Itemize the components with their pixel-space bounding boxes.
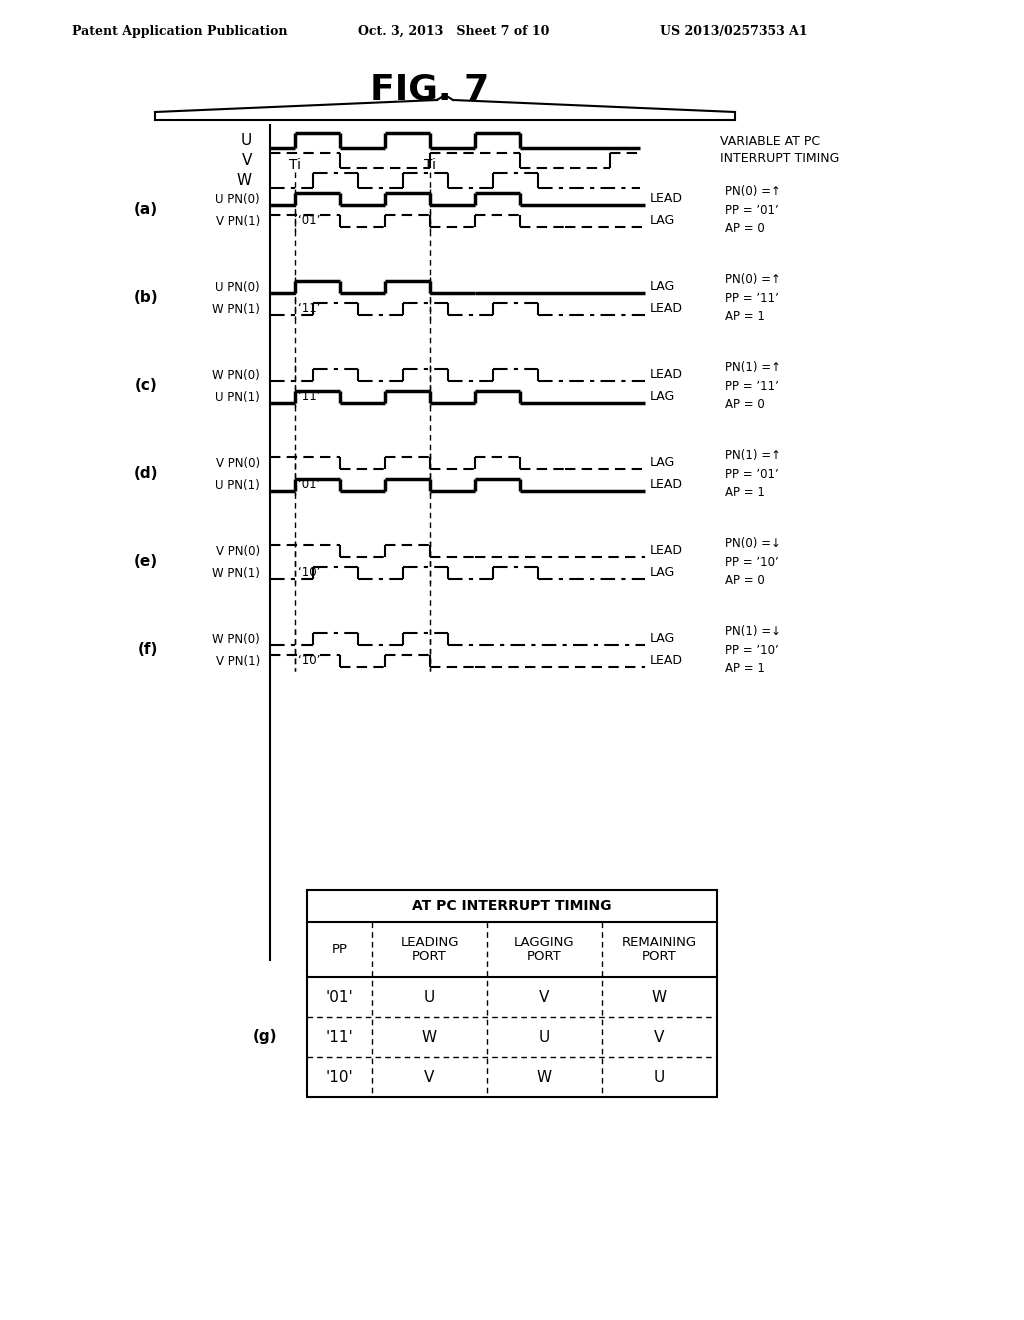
Text: (d): (d) [133,466,158,482]
Text: LEAD: LEAD [650,655,683,668]
Text: W PN(0): W PN(0) [212,632,260,645]
Text: (c): (c) [135,379,158,393]
Text: LAG: LAG [650,281,675,293]
Text: V PN(1): V PN(1) [216,214,260,227]
Text: W PN(0): W PN(0) [212,368,260,381]
Text: U: U [539,1030,550,1044]
Text: V PN(0): V PN(0) [216,457,260,470]
Text: U PN(1): U PN(1) [215,391,260,404]
Text: PN(1) =↑
PP = ’01’
AP = 1: PN(1) =↑ PP = ’01’ AP = 1 [725,450,781,499]
Text: '11': '11' [326,1030,353,1044]
Text: ‘10’: ‘10’ [298,653,321,667]
Text: LEADING
PORT: LEADING PORT [400,936,459,964]
Text: U PN(0): U PN(0) [215,281,260,293]
Text: ‘11’: ‘11’ [298,389,321,403]
Text: Ti: Ti [289,158,301,172]
Text: (b): (b) [133,290,158,305]
Text: W: W [652,990,667,1005]
Text: W PN(1): W PN(1) [212,302,260,315]
Text: VARIABLE AT PC
INTERRUPT TIMING: VARIABLE AT PC INTERRUPT TIMING [720,135,840,165]
Text: U: U [424,990,435,1005]
Text: REMAINING
PORT: REMAINING PORT [622,936,697,964]
Text: LEAD: LEAD [650,193,683,206]
Text: LAG: LAG [650,214,675,227]
Text: U PN(0): U PN(0) [215,193,260,206]
Text: (a): (a) [134,202,158,218]
Text: V: V [654,1030,665,1044]
Text: W: W [237,173,252,187]
Text: V: V [424,1069,434,1085]
Text: (f): (f) [137,643,158,657]
Text: W: W [422,1030,437,1044]
Text: U PN(1): U PN(1) [215,479,260,491]
Text: AT PC INTERRUPT TIMING: AT PC INTERRUPT TIMING [413,899,611,913]
Text: LAG: LAG [650,632,675,645]
Text: ‘10’: ‘10’ [298,566,321,579]
Text: W PN(1): W PN(1) [212,566,260,579]
Text: (g): (g) [253,1030,278,1044]
Text: PN(1) =↓
PP = ’10’
AP = 1: PN(1) =↓ PP = ’10’ AP = 1 [725,626,781,675]
Text: ‘01’: ‘01’ [298,478,321,491]
Text: LAG: LAG [650,457,675,470]
Text: ‘01’: ‘01’ [298,214,321,227]
Text: LAG: LAG [650,391,675,404]
Text: PN(0) =↑
PP = ’11’
AP = 1: PN(0) =↑ PP = ’11’ AP = 1 [725,273,781,322]
Text: LEAD: LEAD [650,544,683,557]
Text: FIG. 7: FIG. 7 [371,73,489,106]
Text: U: U [241,133,252,148]
Text: Patent Application Publication: Patent Application Publication [72,25,288,38]
Text: U: U [654,1069,666,1085]
Text: Oct. 3, 2013   Sheet 7 of 10: Oct. 3, 2013 Sheet 7 of 10 [358,25,549,38]
Text: W: W [537,1069,552,1085]
Text: PN(0) =↑
PP = ’01’
AP = 0: PN(0) =↑ PP = ’01’ AP = 0 [725,186,781,235]
Text: '01': '01' [326,990,353,1005]
Text: '10': '10' [326,1069,353,1085]
Text: ‘11’: ‘11’ [298,302,321,315]
Text: PN(0) =↓
PP = ’10’
AP = 0: PN(0) =↓ PP = ’10’ AP = 0 [725,537,781,586]
Text: LAG: LAG [650,566,675,579]
Text: Ti: Ti [424,158,436,172]
Text: LEAD: LEAD [650,479,683,491]
Text: LEAD: LEAD [650,302,683,315]
Text: PP: PP [332,942,347,956]
Text: V: V [540,990,550,1005]
Text: LEAD: LEAD [650,368,683,381]
Text: US 2013/0257353 A1: US 2013/0257353 A1 [660,25,808,38]
Text: V PN(1): V PN(1) [216,655,260,668]
Bar [307,890,717,1097]
Text: V: V [242,153,252,168]
Text: LAGGING
PORT: LAGGING PORT [514,936,574,964]
Text: PN(1) =↑
PP = ’11’
AP = 0: PN(1) =↑ PP = ’11’ AP = 0 [725,362,781,411]
Text: (e): (e) [134,554,158,569]
Text: V PN(0): V PN(0) [216,544,260,557]
